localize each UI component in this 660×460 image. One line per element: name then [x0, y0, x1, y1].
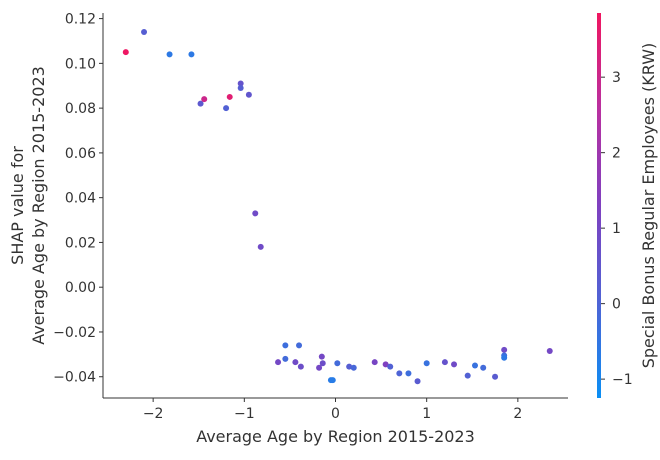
data-point — [492, 373, 499, 380]
y-tick-label: 0.00 — [65, 280, 96, 296]
data-point — [318, 353, 325, 360]
data-points — [122, 29, 553, 385]
data-point — [451, 361, 458, 368]
data-point — [319, 360, 326, 367]
x-axis-title: Average Age by Region 2015-2023 — [196, 427, 475, 446]
data-point — [237, 84, 244, 91]
data-point — [464, 372, 471, 379]
data-point — [501, 346, 508, 353]
data-point — [188, 51, 195, 58]
x-tick-label: 2 — [513, 406, 522, 422]
data-point — [329, 377, 336, 384]
data-point — [237, 80, 244, 87]
y-axis-title-line2: Average Age by Region 2015-2023 — [29, 66, 48, 345]
data-point — [387, 363, 394, 370]
colorbar-tick-label: −1 — [612, 372, 633, 388]
data-point — [282, 355, 289, 362]
colorbar-ticks: −1 0 1 2 3 — [601, 70, 633, 388]
data-point — [297, 363, 304, 370]
data-point — [350, 364, 357, 371]
data-point — [226, 93, 233, 100]
y-tick-label: 0.04 — [65, 191, 96, 207]
data-point — [252, 210, 259, 217]
y-tick-label: −0.04 — [53, 370, 96, 386]
data-point — [396, 370, 403, 377]
x-tick-label: −1 — [234, 406, 255, 422]
data-point — [166, 51, 173, 58]
colorbar-tick-label: 3 — [612, 70, 621, 86]
data-point — [245, 91, 252, 98]
data-point — [405, 370, 412, 377]
y-ticks: −0.04 −0.02 0.00 0.02 0.04 0.06 0.08 0.10 0.12 — [53, 12, 103, 386]
data-point — [122, 49, 129, 56]
x-tick-label: 0 — [331, 406, 340, 422]
colorbar-tick-label: 0 — [612, 297, 621, 313]
colorbar-tick-label: 1 — [612, 221, 621, 237]
y-tick-label: 0.08 — [65, 101, 96, 117]
data-point — [480, 364, 487, 371]
data-point — [371, 359, 378, 366]
data-point — [441, 359, 448, 366]
data-point — [141, 29, 148, 36]
data-point — [316, 364, 323, 371]
y-tick-label: −0.02 — [53, 325, 96, 341]
data-point — [346, 363, 353, 370]
x-ticks: −2 −1 0 1 2 — [143, 398, 522, 422]
data-point — [292, 359, 299, 366]
data-point — [296, 342, 303, 349]
data-point — [546, 347, 553, 354]
x-tick-label: 1 — [422, 406, 431, 422]
data-point — [282, 342, 289, 349]
colorbar-tick-label: 2 — [612, 146, 621, 162]
y-axis-title-line1: SHAP value for — [8, 146, 27, 265]
y-tick-label: 0.10 — [65, 56, 96, 72]
data-point — [472, 362, 478, 369]
data-point — [197, 100, 204, 107]
data-point — [275, 359, 282, 366]
data-point — [501, 354, 508, 361]
data-point — [414, 378, 421, 385]
y-tick-label: 0.06 — [65, 146, 96, 162]
data-point — [201, 96, 208, 103]
data-point — [382, 361, 389, 368]
y-tick-label: 0.02 — [65, 235, 96, 251]
y-tick-label: 0.12 — [65, 12, 96, 28]
colorbar — [597, 13, 601, 398]
data-point — [334, 360, 341, 367]
data-point — [223, 105, 230, 112]
colorbar-title: Special Bonus Regular Employees (KRW) — [639, 43, 658, 369]
x-tick-label: −2 — [143, 406, 164, 422]
data-point — [257, 243, 264, 250]
data-point — [423, 360, 430, 367]
